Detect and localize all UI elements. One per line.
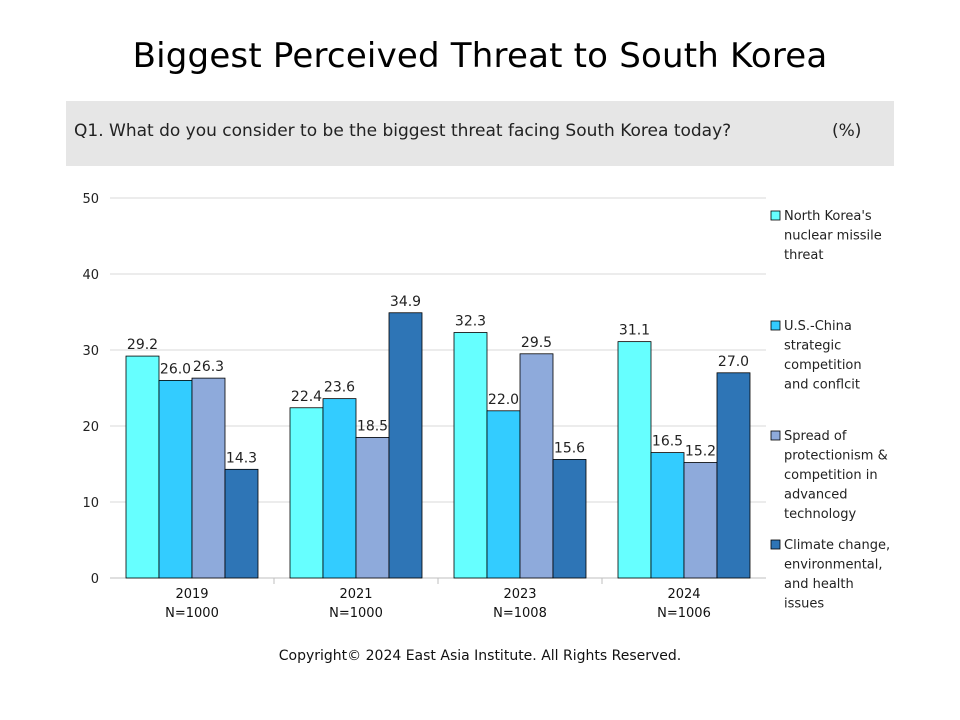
- legend-label: nuclear missile: [784, 229, 882, 244]
- data-label: 29.5: [521, 335, 552, 351]
- question-text: Q1. What do you consider to be the bigge…: [74, 121, 732, 141]
- legend-label: competition: [784, 358, 862, 373]
- legend-swatch: [770, 430, 781, 441]
- y-tick-label: 20: [82, 420, 99, 435]
- y-tick-label: 40: [82, 268, 99, 283]
- legend-label: threat: [784, 248, 823, 263]
- bar: [355, 436, 390, 579]
- question-box: Q1. What do you consider to be the bigge…: [66, 101, 894, 166]
- bar: [191, 377, 226, 579]
- legend-label: competition in: [784, 468, 878, 483]
- legend-label: Climate change,: [784, 538, 890, 553]
- data-label: 31.1: [619, 323, 650, 339]
- x-axis: 2019 N=1000 2021 N=1000 2023 N=1008 2024 N=1006: [165, 578, 711, 621]
- data-label: 15.6: [554, 440, 585, 456]
- bar: [650, 452, 685, 579]
- legend-label: North Korea's: [784, 209, 872, 224]
- unit-label: (%): [832, 121, 862, 141]
- data-labels: 29.226.0 26.3 14.3 22.423.6 18.5 34.9 32.3 22.0…: [127, 294, 749, 467]
- bar: [322, 398, 357, 579]
- y-tick-label: 50: [82, 192, 99, 207]
- y-tick-label: 0: [91, 572, 99, 587]
- legend: North Korea's nuclear missile threat U.S.-C…: [770, 209, 890, 612]
- legend-label: technology: [784, 507, 856, 522]
- bar: [683, 462, 718, 579]
- x-tick-sublabel: N=1000: [329, 606, 383, 621]
- x-tick-label: 2024: [667, 587, 700, 602]
- data-label: 23.6: [324, 380, 355, 396]
- chart-title: Biggest Perceived Threat to South Korea: [132, 36, 828, 76]
- data-label: 34.9: [390, 294, 421, 310]
- data-label: 15.2: [685, 443, 716, 459]
- data-label: 27.0: [718, 354, 749, 370]
- bar: [519, 353, 554, 579]
- bar: [486, 410, 521, 579]
- data-label: 16.5: [652, 434, 683, 450]
- x-tick-sublabel: N=1008: [493, 606, 547, 621]
- legend-label: issues: [784, 597, 824, 612]
- legend-label: Spread of: [784, 429, 847, 444]
- bar: [716, 372, 751, 579]
- data-label: 26.0: [160, 361, 191, 377]
- legend-label: U.S.-China: [784, 319, 852, 334]
- bar: [289, 407, 324, 579]
- bar: [224, 468, 259, 579]
- data-label: 22.0: [488, 392, 519, 408]
- data-label: 18.5: [357, 418, 388, 434]
- bar: [552, 459, 587, 579]
- bar: [125, 355, 160, 579]
- legend-label: strategic: [784, 339, 841, 354]
- legend-label: and health: [784, 577, 854, 592]
- bar: [453, 332, 488, 579]
- copyright-notice: Copyright© 2024 East Asia Institute. All…: [278, 648, 682, 664]
- y-tick-label: 30: [82, 344, 99, 359]
- x-tick-sublabel: N=1000: [165, 606, 219, 621]
- legend-label: protectionism &: [784, 449, 888, 464]
- data-label: 32.3: [455, 314, 486, 330]
- bar: [158, 379, 193, 579]
- x-tick-label: 2023: [503, 587, 536, 602]
- legend-label: environmental,: [784, 558, 883, 573]
- bar: [617, 341, 652, 579]
- legend-swatch: [770, 320, 781, 331]
- x-tick-label: 2021: [339, 587, 372, 602]
- x-tick-label: 2019: [175, 587, 208, 602]
- data-label: 14.3: [226, 450, 257, 466]
- bars: [125, 312, 751, 579]
- data-label: 26.3: [193, 359, 224, 375]
- legend-swatch: [770, 210, 781, 221]
- x-tick-sublabel: N=1006: [657, 606, 711, 621]
- legend-label: and conflcit: [784, 378, 860, 393]
- data-label: 29.2: [127, 337, 158, 353]
- legend-swatch: [770, 539, 781, 550]
- data-label: 22.4: [291, 389, 322, 405]
- legend-label: advanced: [784, 488, 848, 503]
- bar: [388, 312, 423, 579]
- y-tick-label: 10: [82, 496, 99, 511]
